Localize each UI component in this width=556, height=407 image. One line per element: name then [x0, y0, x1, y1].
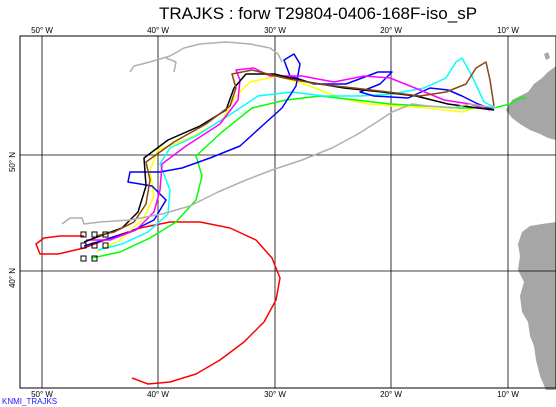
land-iberia [518, 222, 556, 390]
credit-label: KNMI_TRAJKS [2, 397, 58, 406]
map-border [19, 35, 556, 389]
trajectory-green [91, 95, 526, 259]
trajectory-gray [61, 41, 497, 225]
trajectory-blue [83, 53, 495, 247]
lon-tick-bottom-1: 50° W [31, 390, 53, 399]
lon-tick-top-3: 30° W [264, 26, 286, 35]
lon-tick-bottom-3: 30° W [264, 390, 286, 399]
trajectory-magenta [86, 67, 491, 241]
lon-tick-bottom-4: 20° W [380, 390, 402, 399]
lon-tick-top-2: 40° W [147, 26, 169, 35]
lon-tick-top-4: 20° W [380, 26, 402, 35]
lon-tick-bottom-2: 40° W [147, 390, 169, 399]
graticule [20, 36, 556, 388]
land-areas [506, 52, 556, 390]
lon-tick-top-5: 10° W [497, 26, 519, 35]
trajectory-yellow [95, 75, 495, 253]
lat-tick-2: 40° N [8, 268, 17, 288]
map-title: TRAJKS : forw T29804-0406-168F-iso_sP [158, 4, 478, 23]
start-markers [80, 231, 109, 262]
trajectories [35, 41, 526, 385]
lon-tick-bottom-5: 10° W [497, 390, 519, 399]
trajectory-brown [95, 61, 495, 237]
trajectory-red [35, 221, 281, 385]
lon-tick-top-1: 50° W [31, 26, 53, 35]
land-islet-2 [550, 98, 554, 104]
land-islet-1 [544, 52, 550, 60]
lat-tick-1: 50° N [8, 152, 17, 172]
land-europe-north [506, 66, 556, 140]
